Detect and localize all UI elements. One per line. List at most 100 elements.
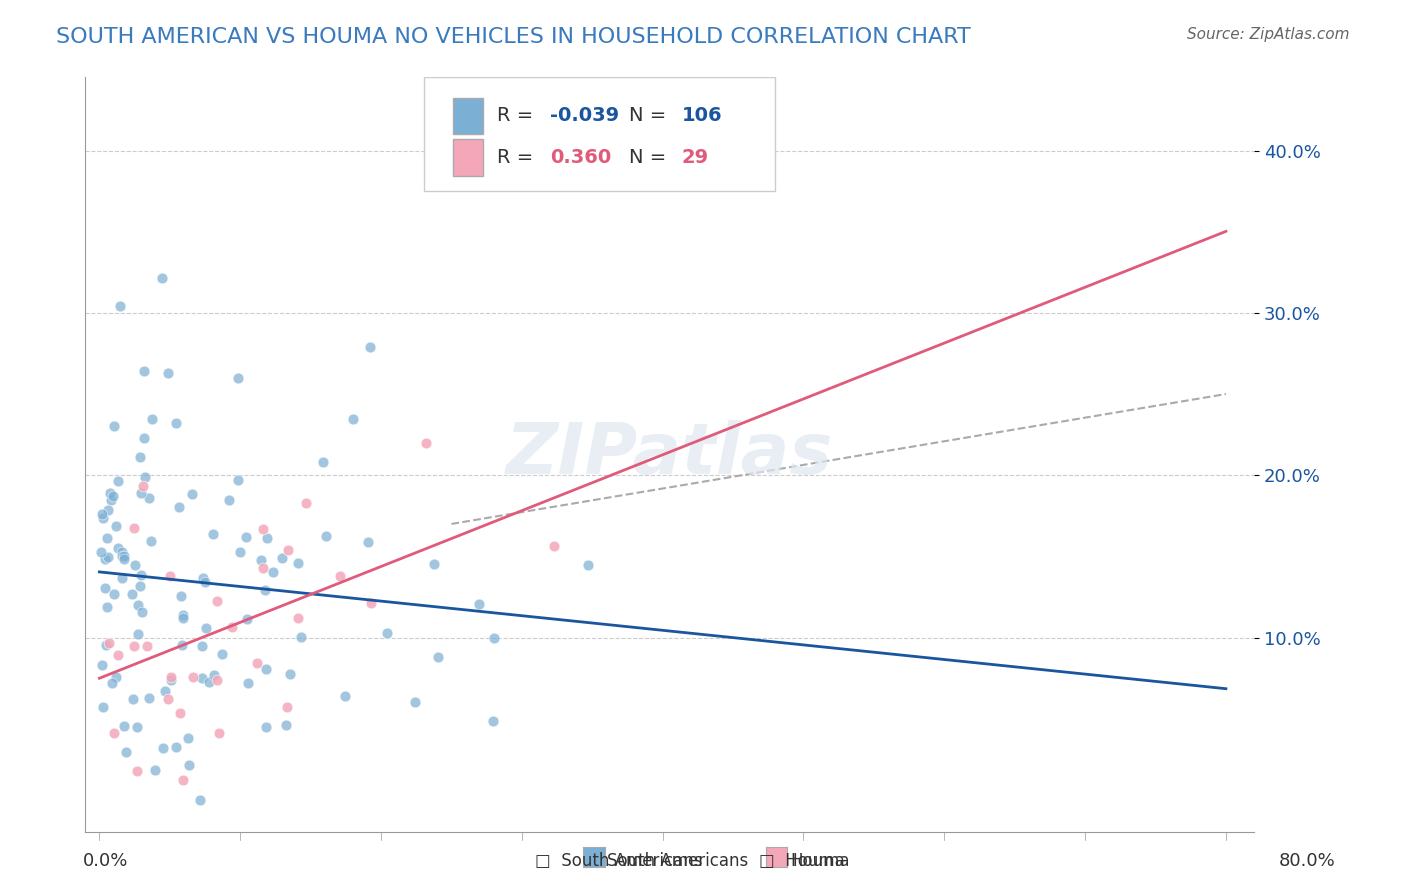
Point <box>172 638 194 652</box>
Point <box>181 487 204 501</box>
Point <box>235 530 257 544</box>
Point <box>132 478 155 492</box>
Point <box>96 599 118 614</box>
Point <box>177 757 200 772</box>
Point <box>94 638 117 652</box>
Point <box>103 418 125 433</box>
Point <box>172 773 194 788</box>
Point <box>191 571 214 585</box>
Point <box>278 666 301 681</box>
FancyBboxPatch shape <box>454 98 482 134</box>
Point <box>143 763 166 777</box>
Point <box>127 627 149 641</box>
Point <box>98 636 121 650</box>
Point <box>246 656 269 670</box>
Point <box>236 675 259 690</box>
FancyBboxPatch shape <box>425 78 775 191</box>
Point <box>315 528 337 542</box>
Point <box>287 556 309 570</box>
Point <box>156 692 179 706</box>
Point <box>132 364 155 378</box>
Point <box>97 503 120 517</box>
Point <box>93 581 115 595</box>
Point <box>121 587 143 601</box>
Text: 80.0%: 80.0% <box>1279 852 1336 870</box>
Point <box>226 371 249 385</box>
Point <box>482 631 505 645</box>
Point <box>97 549 120 564</box>
Point <box>249 553 271 567</box>
Text: R =: R = <box>496 106 540 126</box>
Point <box>127 598 149 612</box>
Text: R =: R = <box>496 148 540 167</box>
Point <box>169 706 191 720</box>
Point <box>111 549 134 563</box>
Point <box>359 340 381 354</box>
Text: ZIPatlas: ZIPatlas <box>506 420 834 490</box>
Point <box>131 568 153 582</box>
Point <box>198 675 221 690</box>
Point <box>96 531 118 545</box>
Point <box>111 545 134 559</box>
Point <box>543 540 565 554</box>
Text: SOUTH AMERICAN VS HOUMA NO VEHICLES IN HOUSEHOLD CORRELATION CHART: SOUTH AMERICAN VS HOUMA NO VEHICLES IN H… <box>56 27 972 46</box>
Point <box>254 582 277 597</box>
Text: 29: 29 <box>682 148 709 167</box>
Point <box>262 565 284 579</box>
Point <box>271 551 294 566</box>
Point <box>138 491 160 505</box>
Point <box>252 561 274 575</box>
Text: South Americans: South Americans <box>607 852 748 870</box>
Point <box>221 620 243 634</box>
Point <box>90 544 112 558</box>
Text: -0.039: -0.039 <box>551 106 620 126</box>
Point <box>141 412 163 426</box>
Point <box>134 470 156 484</box>
Text: Source: ZipAtlas.com: Source: ZipAtlas.com <box>1187 27 1350 42</box>
Point <box>165 740 187 755</box>
Point <box>98 485 121 500</box>
Point <box>375 626 398 640</box>
Point <box>159 569 181 583</box>
Point <box>91 511 114 525</box>
Point <box>276 699 298 714</box>
Point <box>256 531 278 545</box>
Point <box>160 673 183 688</box>
Point <box>208 726 231 740</box>
Text: □  South Americans: □ South Americans <box>534 852 703 870</box>
Text: N =: N = <box>628 106 672 126</box>
Point <box>287 611 309 625</box>
Point <box>205 673 228 687</box>
Text: 106: 106 <box>682 106 723 126</box>
Point <box>103 489 125 503</box>
Point <box>107 648 129 662</box>
Point <box>91 507 114 521</box>
Point <box>194 575 217 590</box>
Point <box>176 731 198 746</box>
Point <box>122 691 145 706</box>
Point <box>165 416 187 430</box>
Point <box>131 605 153 619</box>
Point <box>356 534 378 549</box>
Point <box>170 590 193 604</box>
Point <box>131 486 153 500</box>
Point <box>329 569 352 583</box>
Text: 0.0%: 0.0% <box>83 852 128 870</box>
Point <box>156 366 179 380</box>
Point <box>342 411 364 425</box>
Point <box>183 670 205 684</box>
Point <box>290 631 312 645</box>
FancyBboxPatch shape <box>454 139 482 176</box>
Point <box>404 695 426 709</box>
Point <box>153 683 176 698</box>
Point <box>312 455 335 469</box>
Point <box>205 593 228 607</box>
Point <box>202 527 225 541</box>
Point <box>172 607 194 622</box>
Point <box>122 639 145 653</box>
Point <box>90 657 112 672</box>
Point <box>93 552 115 566</box>
Point <box>160 670 183 684</box>
Text: N =: N = <box>628 148 672 167</box>
Point <box>427 650 450 665</box>
